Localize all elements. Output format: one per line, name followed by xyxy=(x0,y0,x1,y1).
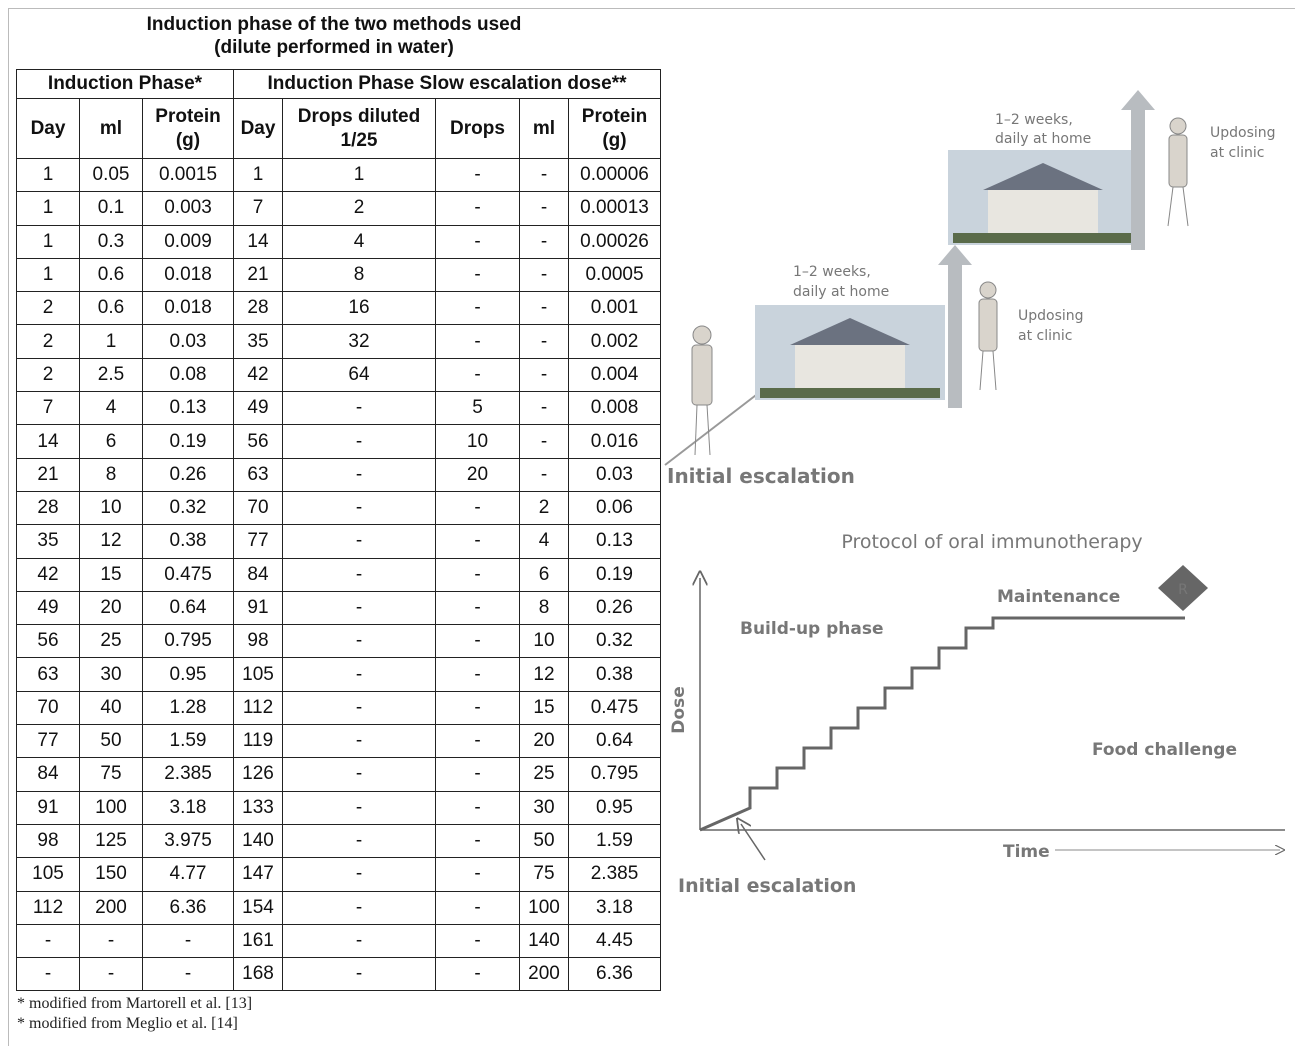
house xyxy=(948,150,1138,245)
label: daily at home xyxy=(995,131,1091,147)
staircase xyxy=(700,618,1185,830)
label: Updosing xyxy=(1018,308,1084,324)
label: at clinic xyxy=(1018,328,1072,344)
house xyxy=(755,305,945,400)
diagram: 1–2 weeks, daily at home 1–2 weeks, dail… xyxy=(0,0,1295,1046)
label: 1–2 weeks, xyxy=(995,112,1073,128)
marker-label: R xyxy=(1178,582,1188,598)
label: Updosing xyxy=(1210,125,1276,141)
label: Initial escalation xyxy=(678,875,856,897)
label: Build-up phase xyxy=(740,619,884,639)
axis-label: Time xyxy=(1003,842,1050,862)
label: daily at home xyxy=(793,284,889,300)
label: Food challenge xyxy=(1092,740,1237,760)
path-line xyxy=(665,392,760,465)
label: Maintenance xyxy=(997,587,1120,607)
diagram-title: Protocol of oral immunotherapy xyxy=(841,531,1142,553)
axis-label: Dose xyxy=(669,686,689,733)
label: at clinic xyxy=(1210,145,1264,161)
label: 1–2 weeks, xyxy=(793,264,871,280)
label: Initial escalation xyxy=(667,464,855,488)
